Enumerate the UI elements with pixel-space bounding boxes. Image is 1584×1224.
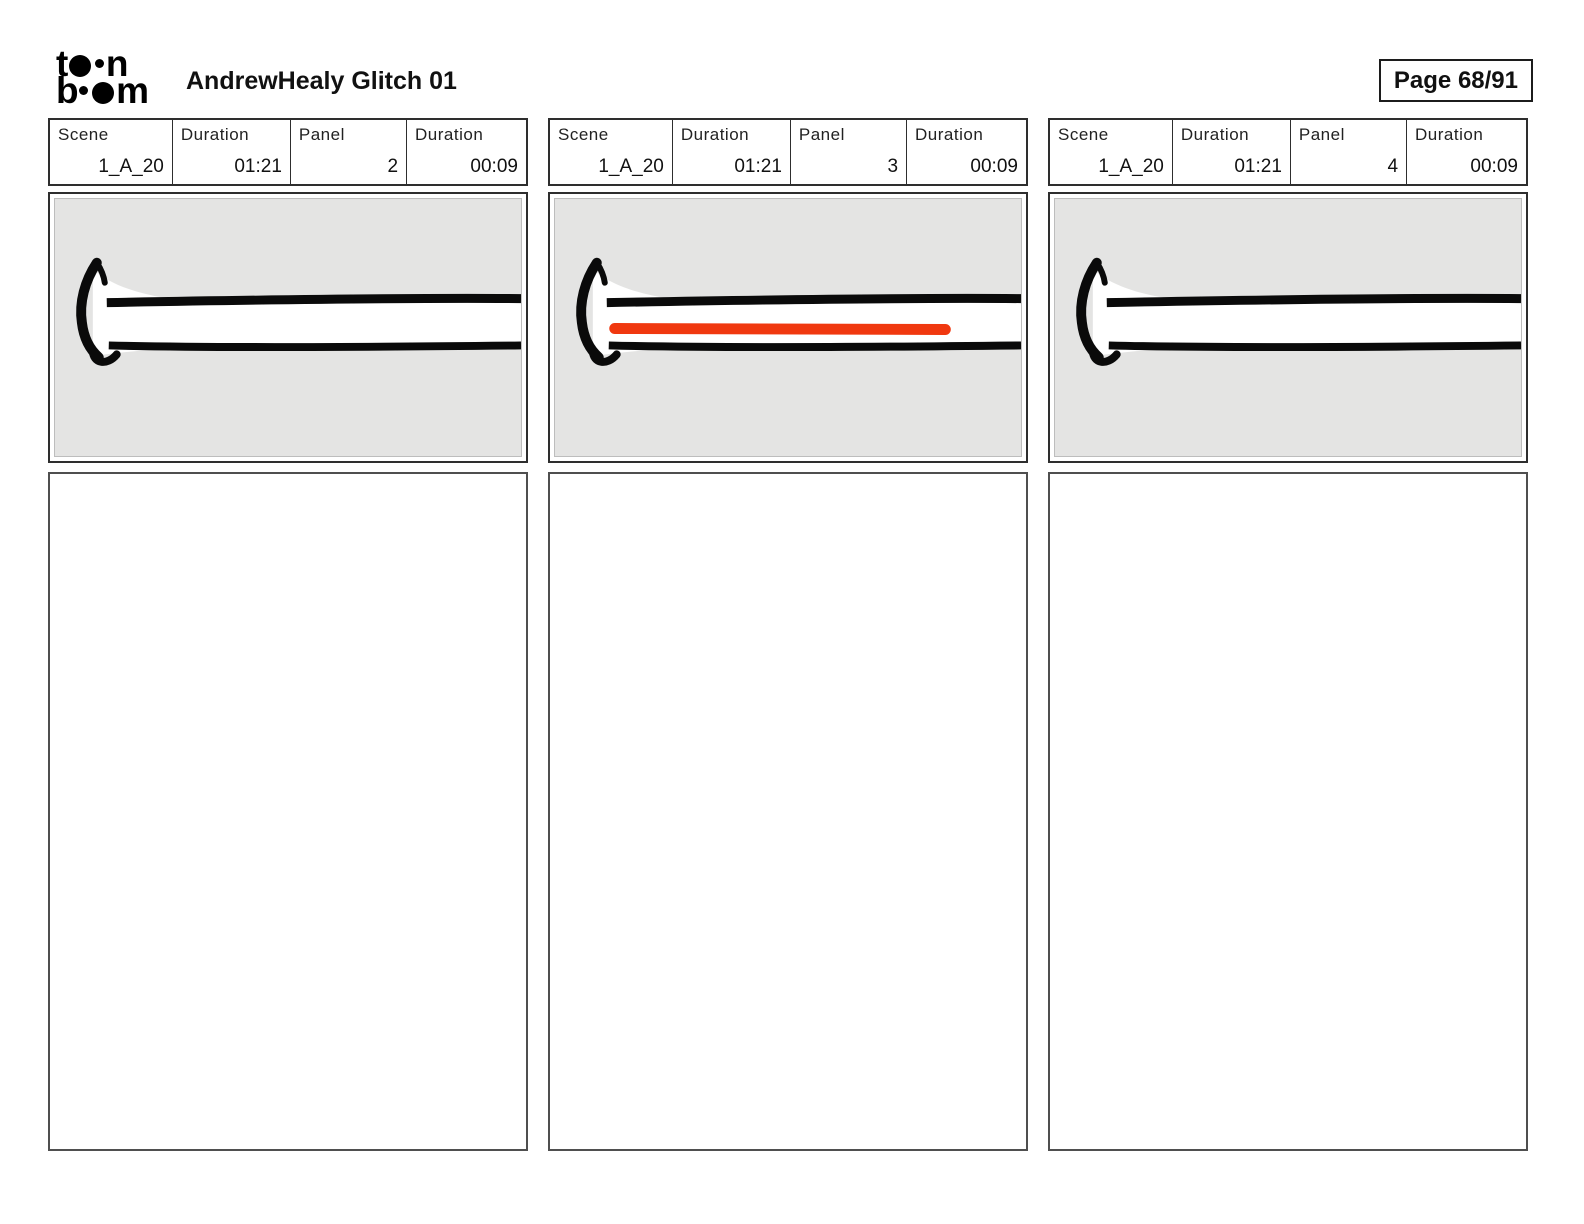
guard-hook-path <box>588 346 621 366</box>
blade-fill-path <box>1092 268 1521 357</box>
notes-box <box>48 472 528 1151</box>
scene-cell: Scene 1_A_20 <box>50 120 172 184</box>
scene-cell: Scene 1_A_20 <box>550 120 672 184</box>
logo-big-dot-icon <box>68 55 91 77</box>
logo-letter: n <box>105 43 129 84</box>
panel-duration-value: 00:09 <box>970 156 1018 177</box>
panel-frame <box>548 192 1028 463</box>
blade-bottom-line-path <box>1108 341 1521 351</box>
storyboard-column: Scene 1_A_20 Duration 01:21 Panel 4 Dura… <box>1048 118 1528 1151</box>
panel-cell: Panel 2 <box>289 120 406 184</box>
scene-value: 1_A_20 <box>98 156 164 177</box>
duration-label: Duration <box>180 125 250 144</box>
logo-small-dot-icon <box>79 86 89 95</box>
project-title: AndrewHealy Glitch 01 <box>186 67 457 95</box>
panel-duration-cell: Duration 00:09 <box>906 120 1026 184</box>
panel-meta-table: Scene 1_A_20 Duration 01:21 Panel 2 Dura… <box>48 118 528 186</box>
panel-duration-label: Duration <box>1415 125 1484 144</box>
blade-fill-path <box>92 268 521 357</box>
blade-top-line-path <box>606 293 1021 308</box>
logo-big-dot-icon <box>92 82 115 104</box>
duration-value: 01:21 <box>734 156 782 177</box>
panel-drawing-area <box>1054 198 1522 457</box>
panel-duration-cell: Duration 00:09 <box>406 120 526 184</box>
panel-cell: Panel 3 <box>789 120 906 184</box>
impact-line-path <box>609 323 951 335</box>
panel-meta-table: Scene 1_A_20 Duration 01:21 Panel 3 Dura… <box>548 118 1028 186</box>
panel-meta-table: Scene 1_A_20 Duration 01:21 Panel 4 Dura… <box>1048 118 1528 186</box>
duration-label: Duration <box>1180 125 1250 144</box>
panel-cell: Panel 4 <box>1289 120 1406 184</box>
panel-duration-label: Duration <box>915 125 984 144</box>
panel-label: Panel <box>298 125 345 144</box>
panel-label: Panel <box>798 125 845 144</box>
notes-box <box>1048 472 1528 1151</box>
storyboard-column: Scene 1_A_20 Duration 01:21 Panel 2 Dura… <box>48 118 528 1151</box>
scene-label: Scene <box>1058 125 1109 144</box>
logo-letter: m <box>116 70 149 111</box>
guard-tip-path <box>593 259 608 286</box>
blade-top-line-path <box>106 293 521 308</box>
panel-sketch <box>76 257 521 366</box>
guard-hook-path <box>1088 346 1121 366</box>
panel-drawing-area <box>54 198 522 457</box>
blade-bottom-line-path <box>108 341 521 351</box>
panel-duration-label: Duration <box>415 125 484 144</box>
scene-duration-cell: Duration 01:21 <box>1171 120 1290 184</box>
duration-value: 01:21 <box>234 156 282 177</box>
panel-value: 2 <box>387 156 399 177</box>
scene-duration-cell: Duration 01:21 <box>671 120 790 184</box>
panel-sketch <box>1076 257 1521 366</box>
panel-value: 4 <box>1387 156 1399 177</box>
logo-letter: b <box>56 70 79 111</box>
page-number-badge: Page 68/91 <box>1378 59 1533 102</box>
guard-tip-path <box>1093 259 1108 286</box>
logo-small-dot-icon <box>94 59 104 68</box>
blade-top-line-path <box>1106 293 1521 308</box>
panel-drawing-area <box>554 198 1022 457</box>
panel-label: Panel <box>1298 125 1345 144</box>
scene-cell: Scene 1_A_20 <box>1050 120 1172 184</box>
duration-value: 01:21 <box>1234 156 1282 177</box>
guard-tip-path <box>93 259 108 286</box>
panel-frame <box>1048 192 1528 463</box>
panel-sketch <box>576 257 1021 366</box>
panel-frame <box>48 192 528 463</box>
panel-duration-value: 00:09 <box>470 156 518 177</box>
scene-duration-cell: Duration 01:21 <box>171 120 290 184</box>
blade-bottom-line-path <box>608 341 1021 351</box>
panel-duration-cell: Duration 00:09 <box>1406 120 1526 184</box>
logo-letter: t <box>56 43 68 84</box>
panel-value: 3 <box>887 156 899 177</box>
scene-value: 1_A_20 <box>598 156 664 177</box>
notes-box <box>548 472 1028 1151</box>
duration-label: Duration <box>680 125 750 144</box>
scene-value: 1_A_20 <box>1098 156 1164 177</box>
guard-hook-path <box>88 346 121 366</box>
storyboard-column: Scene 1_A_20 Duration 01:21 Panel 3 Dura… <box>548 118 1028 1151</box>
scene-label: Scene <box>58 125 109 144</box>
scene-label: Scene <box>558 125 609 144</box>
panel-duration-value: 00:09 <box>1470 156 1518 177</box>
